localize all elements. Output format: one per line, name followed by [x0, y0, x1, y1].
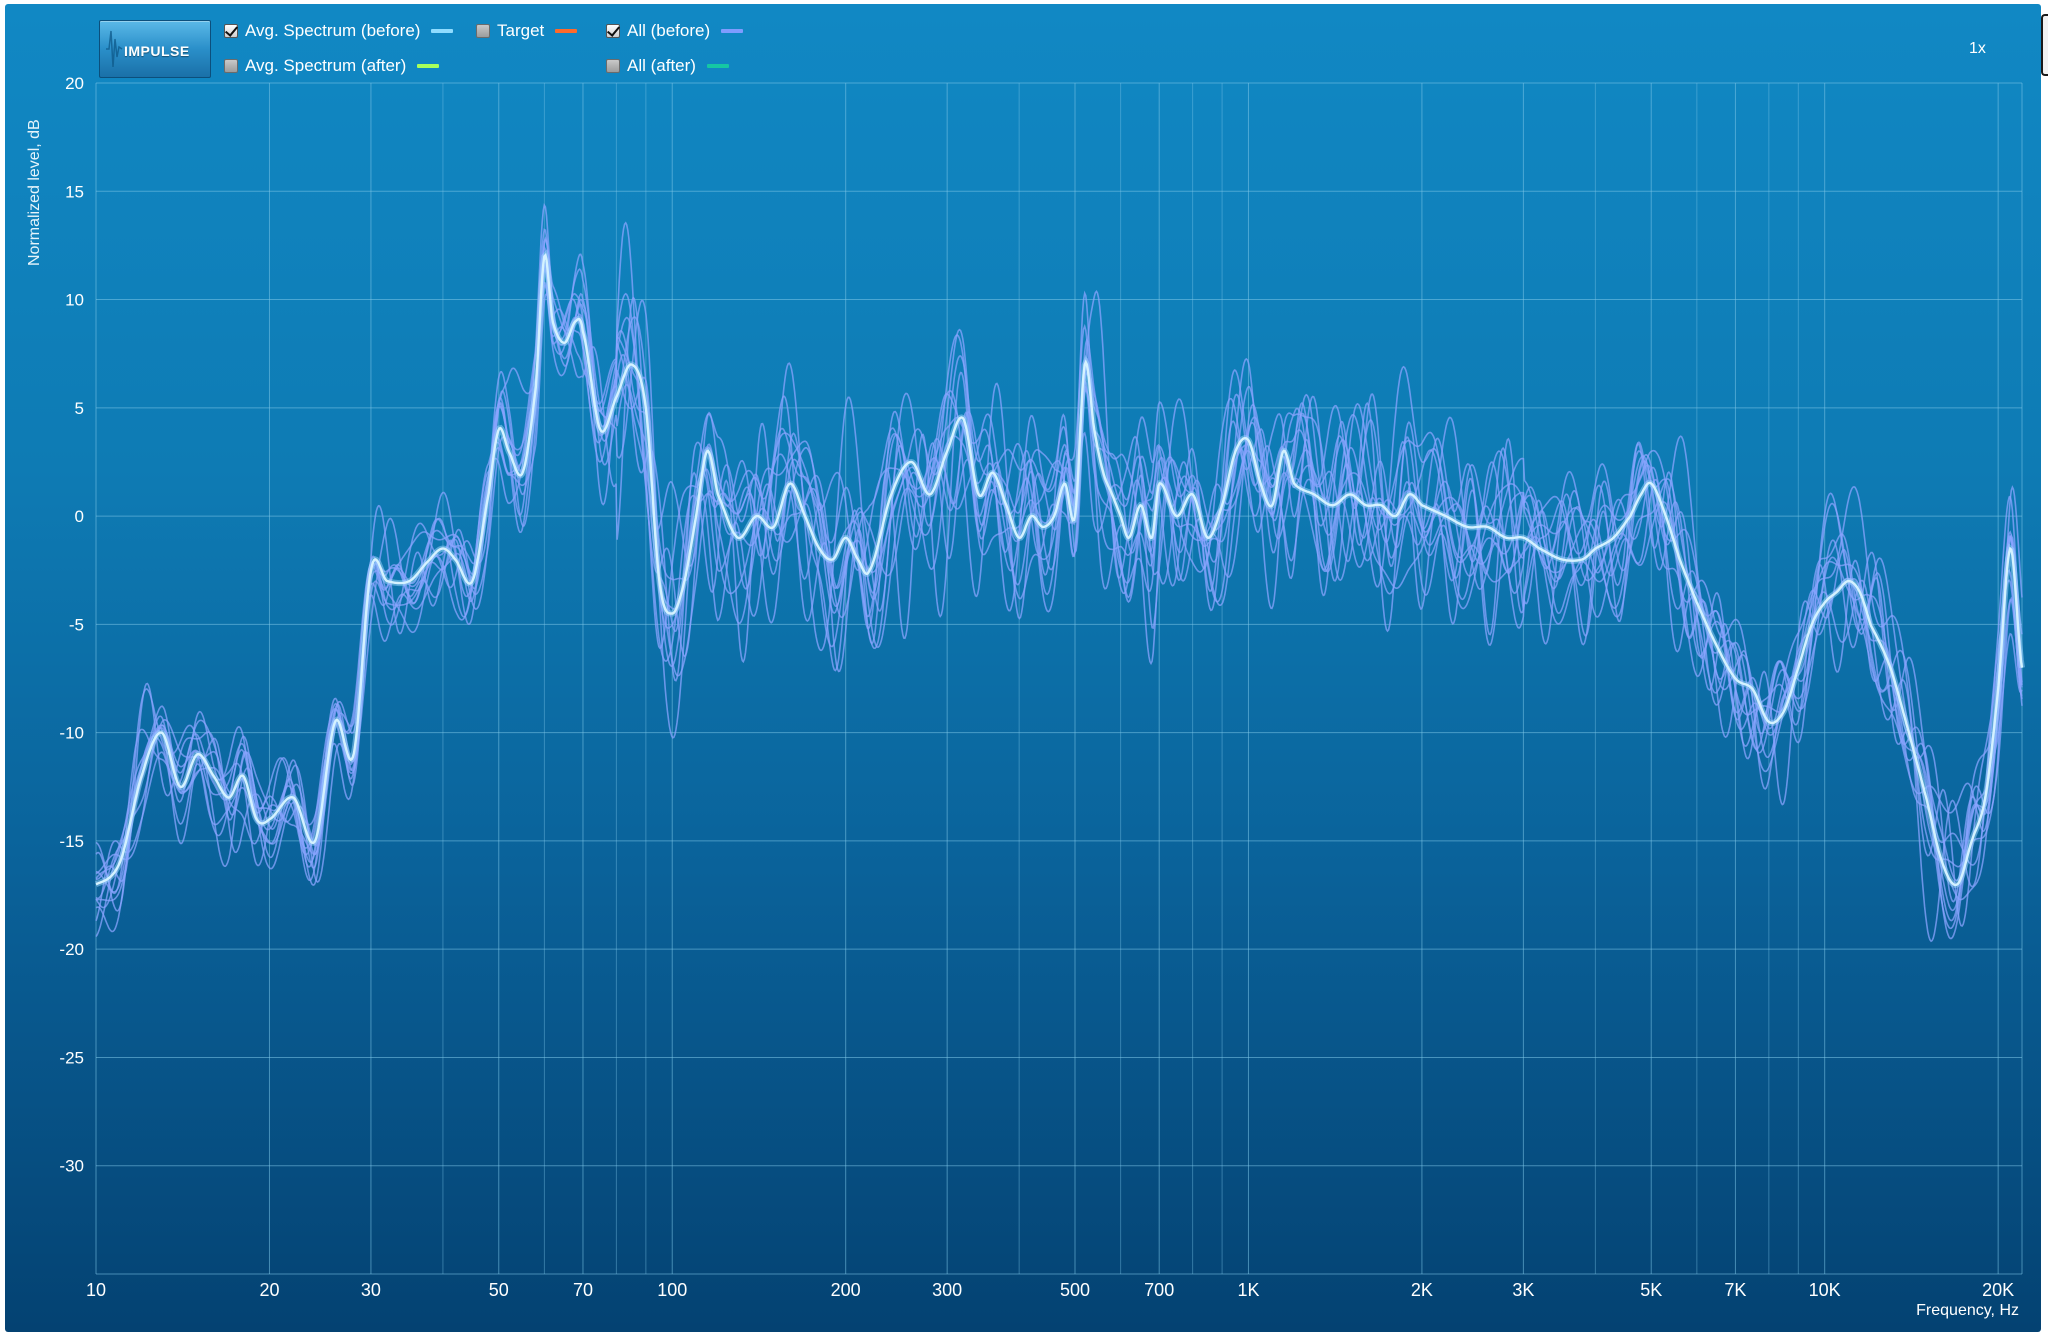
x-tick-label: 3K: [1512, 1280, 1534, 1300]
x-tick-label: 300: [932, 1280, 962, 1300]
checkbox-all-after[interactable]: [606, 59, 620, 73]
legend-label: All (after): [627, 56, 696, 75]
zoom-level[interactable]: 1x: [1969, 40, 1986, 57]
y-tick-label: -30: [59, 1157, 84, 1176]
x-tick-label: 50: [489, 1280, 509, 1300]
checkbox-avg-spectrum-after[interactable]: [224, 59, 238, 73]
side-handle-notch[interactable]: [2041, 14, 2048, 76]
y-tick-label: -25: [59, 1048, 84, 1067]
checkbox-all-before[interactable]: [606, 23, 621, 38]
legend-swatch: [417, 64, 440, 68]
y-tick-label: 5: [75, 399, 84, 418]
all-before-curve: [95, 245, 2023, 912]
y-axis-label: Normalized level, dB: [26, 119, 43, 266]
legend-label: Target: [497, 21, 545, 40]
y-tick-labels: 20 15 10 5 0 -5 -10 -15 -20 -25 -30: [59, 74, 84, 1176]
avg-spectrum-before-curve: [95, 252, 2024, 887]
y-tick-label: -20: [59, 940, 84, 959]
x-tick-label: 30: [361, 1280, 381, 1300]
logo-text: IMPULSE: [124, 43, 190, 59]
side-handle: [2041, 0, 2048, 1336]
x-tick-label: 20: [259, 1280, 279, 1300]
impulse-logo: IMPULSE: [99, 20, 211, 78]
x-tick-label: 10K: [1809, 1280, 1841, 1300]
x-tick-label: 500: [1060, 1280, 1090, 1300]
legend-all-after[interactable]: All (after): [606, 56, 729, 76]
avg-spectrum-before-glow: [94, 249, 2025, 888]
legend-swatch: [706, 64, 729, 68]
legend-swatch: [721, 29, 744, 33]
x-tick-label: 7K: [1724, 1280, 1746, 1300]
all-before-curve: [95, 253, 2023, 938]
x-tick-label: 1K: [1237, 1280, 1259, 1300]
y-tick-label: -5: [69, 615, 84, 634]
x-tick-label: 20K: [1982, 1280, 2014, 1300]
x-tick-label: 100: [657, 1280, 687, 1300]
x-tick-label: 700: [1144, 1280, 1174, 1300]
legend-avg-spectrum-after[interactable]: Avg. Spectrum (after): [224, 56, 440, 76]
avg-spectrum-before-series: [94, 249, 2025, 888]
chart-panel: 20 15 10 5 0 -5 -10 -15 -20 -25 -30 10 20 30 50 70 100 2…: [5, 4, 2041, 1332]
checkbox-target[interactable]: [476, 24, 490, 38]
y-tick-label: 10: [65, 291, 84, 310]
legend-swatch: [431, 29, 454, 33]
legend-label: Avg. Spectrum (before): [245, 21, 421, 40]
x-axis-label: Frequency, Hz: [1916, 1302, 2019, 1319]
legend-label: Avg. Spectrum (after): [245, 56, 407, 75]
x-tick-label: 5K: [1640, 1280, 1662, 1300]
legend-all-before[interactable]: All (before): [606, 21, 744, 41]
all-before-curve: [95, 202, 2023, 882]
legend-swatch: [555, 29, 578, 33]
all-before-curve: [96, 236, 2023, 922]
y-tick-label: -10: [59, 724, 84, 743]
x-tick-label: 70: [573, 1280, 593, 1300]
grid: [95, 82, 2023, 1275]
x-tick-label: 200: [831, 1280, 861, 1300]
legend-avg-spectrum-before[interactable]: Avg. Spectrum (before): [224, 21, 454, 41]
y-tick-label: 15: [65, 182, 84, 201]
y-tick-label: 20: [65, 74, 84, 93]
y-tick-label: -15: [59, 832, 84, 851]
legend-label: All (before): [627, 21, 711, 40]
y-tick-label: 0: [75, 507, 84, 526]
legend-target[interactable]: Target: [476, 21, 578, 41]
x-tick-label: 2K: [1411, 1280, 1433, 1300]
checkbox-avg-spectrum-before[interactable]: [224, 23, 239, 38]
x-tick-labels: 10 20 30 50 70 100 200 300 500 700 1K 2K 3K 5K 7K 10K 20…: [86, 1280, 2014, 1300]
x-tick-label: 10: [86, 1280, 106, 1300]
